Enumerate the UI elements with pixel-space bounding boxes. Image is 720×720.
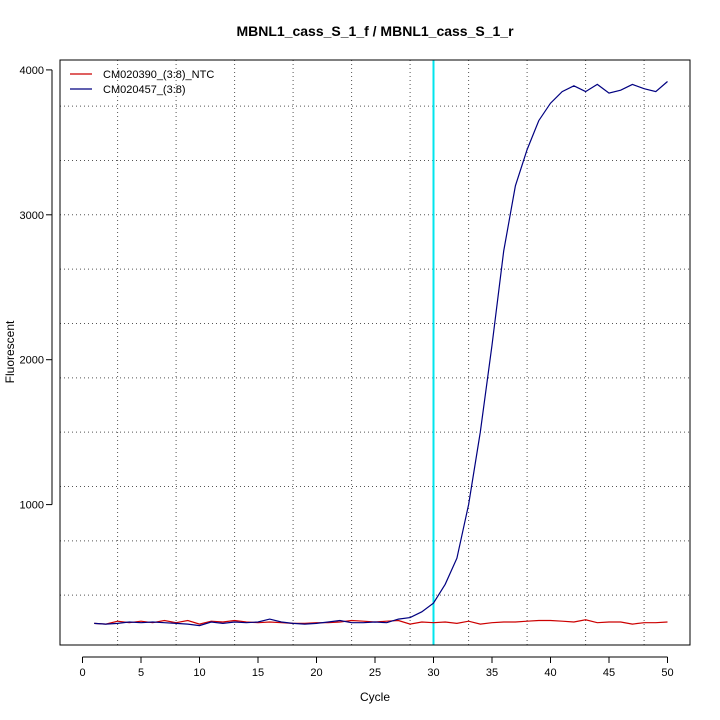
y-axis: 1000 2000 3000 4000 [20, 65, 53, 512]
x-axis-label: Cycle [360, 690, 390, 704]
x-tick-label: 25 [369, 667, 381, 679]
x-tick-label: 30 [427, 667, 439, 679]
y-tick-label: 2000 [20, 355, 44, 367]
x-tick-label: 45 [603, 667, 615, 679]
series-group [94, 81, 668, 627]
chart-title: MBNL1_cass_S_1_f / MBNL1_cass_S_1_r [236, 23, 514, 39]
x-tick-label: 50 [661, 667, 673, 679]
x-tick-label: 40 [544, 667, 556, 679]
series-line-2 [94, 81, 668, 627]
x-tick-label: 20 [310, 667, 322, 679]
y-axis-label: Fluorescent [3, 320, 17, 383]
legend-label: CM020457_(3:8) [103, 84, 186, 96]
x-tick-label: 10 [193, 667, 205, 679]
grid [60, 60, 690, 645]
y-tick-label: 4000 [20, 65, 44, 77]
x-tick-label: 15 [252, 667, 264, 679]
y-tick-label: 1000 [20, 500, 44, 512]
plot-frame [59, 59, 691, 646]
legend-label: CM020390_(3:8)_NTC [103, 69, 214, 81]
x-tick-label: 5 [138, 667, 144, 679]
x-axis: 0 5 10 15 20 25 30 35 40 45 50 [79, 656, 674, 679]
legend: CM020390_(3:8)_NTC CM020457_(3:8) [70, 69, 214, 96]
x-tick-label: 35 [486, 667, 498, 679]
x-tick-label: 0 [79, 667, 85, 679]
series-line-1 [94, 619, 668, 625]
y-tick-label: 3000 [20, 210, 44, 222]
